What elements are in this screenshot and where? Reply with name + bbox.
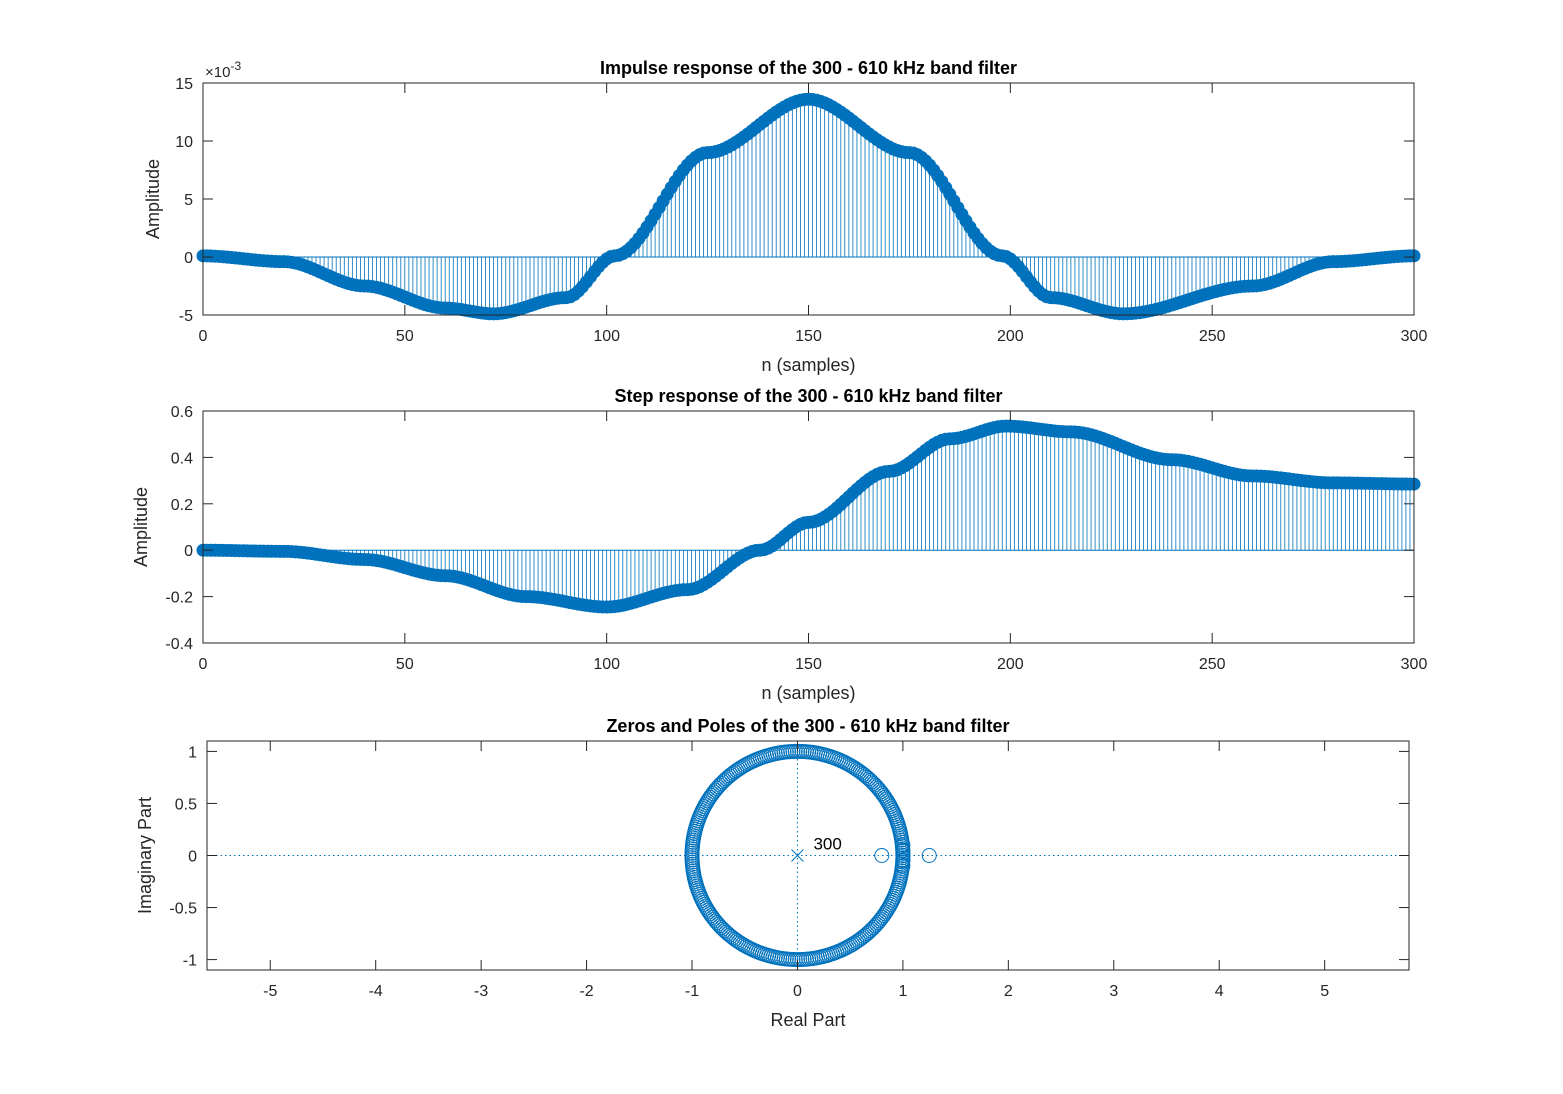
- zero-marker: [703, 787, 719, 803]
- y-tick-label: 10: [175, 134, 193, 151]
- x-tick-label: 1: [898, 983, 907, 1000]
- x-tick-label: 300: [1401, 328, 1428, 345]
- y-tick-label: 0.6: [171, 404, 193, 421]
- x-tick-label: -5: [263, 983, 277, 1000]
- zero-pole-ylabel: Imaginary Part: [135, 797, 155, 914]
- zero-marker: [874, 848, 890, 863]
- x-tick-label: 0: [199, 656, 208, 673]
- step-response-axes: 0 50 100 150 200 250 300 -0.4 -0.2 0 0.2 0.4 0.6 Ste…: [131, 386, 1427, 703]
- zero-marker: [895, 842, 911, 858]
- y-tick-label: 0: [188, 849, 197, 866]
- impulse-title: Impulse response of the 300 - 610 kHz ba…: [600, 58, 1017, 78]
- impulse-exponent: ×10-3: [205, 59, 241, 81]
- x-tick-label: -4: [369, 983, 383, 1000]
- x-tick-label: 3: [1109, 983, 1118, 1000]
- y-tick-label: 0.2: [171, 497, 193, 514]
- zero-marker: [852, 764, 868, 780]
- step-xlabel: n (samples): [761, 683, 855, 703]
- x-tick-label: 200: [997, 656, 1024, 673]
- x-tick-label: 0: [793, 983, 802, 1000]
- x-tick-label: 4: [1215, 983, 1224, 1000]
- y-tick-label: 0.4: [171, 450, 193, 467]
- zero-marker: [921, 848, 937, 863]
- zero-marker: [867, 777, 883, 793]
- step-stems: [196, 419, 1421, 614]
- zero-marker: [861, 924, 877, 940]
- impulse-stems: [196, 92, 1421, 321]
- zero-pole-title: Zeros and Poles of the 300 - 610 kHz ban…: [606, 716, 1009, 736]
- pole-marker: [791, 849, 804, 862]
- x-tick-label: 150: [795, 328, 822, 345]
- x-tick-label: -3: [474, 983, 488, 1000]
- zero-marker: [727, 931, 743, 947]
- impulse-ylabel: Amplitude: [143, 159, 163, 239]
- zero-marker: [716, 772, 732, 788]
- zero-marker: [895, 858, 911, 874]
- pole-multiplicity-label: 300: [813, 835, 841, 854]
- zero-marker: [869, 779, 885, 795]
- zero-marker: [718, 771, 734, 787]
- x-tick-label: 100: [593, 656, 620, 673]
- impulse-exponent-base: ×10: [205, 64, 230, 81]
- x-tick-label: 250: [1199, 328, 1226, 345]
- x-tick-label: 0: [199, 328, 208, 345]
- zero-marker: [712, 918, 728, 934]
- x-tick-label: -2: [579, 983, 593, 1000]
- y-tick-label: -0.5: [169, 901, 197, 918]
- x-tick-label: 250: [1199, 656, 1226, 673]
- y-tick-label: -1: [183, 953, 197, 970]
- x-tick-label: 50: [396, 328, 414, 345]
- x-tick-label: -1: [685, 983, 699, 1000]
- zero-marker: [895, 853, 911, 869]
- x-tick-label: 300: [1401, 656, 1428, 673]
- zero-marker: [895, 837, 911, 853]
- impulse-response-axes: 0 50 100 150 200 250 300 -5 0 5 10 15 Impulse respo…: [143, 58, 1427, 375]
- x-tick-label: 150: [795, 656, 822, 673]
- zero-marker: [710, 916, 726, 932]
- impulse-xlabel: n (samples): [761, 355, 855, 375]
- zero-marker: [876, 908, 892, 924]
- step-title: Step response of the 300 - 610 kHz band …: [614, 386, 1002, 406]
- y-tick-label: 5: [184, 192, 193, 209]
- y-tick-label: 1: [188, 744, 197, 761]
- y-tick-label: 0: [184, 250, 193, 267]
- x-tick-label: 2: [1004, 983, 1013, 1000]
- y-tick-label: 0: [184, 543, 193, 560]
- x-tick-label: 200: [997, 328, 1024, 345]
- y-tick-label: 15: [175, 76, 193, 93]
- zero-marker: [862, 923, 878, 939]
- y-tick-label: 0.5: [175, 796, 197, 813]
- y-tick-label: -0.2: [165, 590, 193, 607]
- y-tick-label: -0.4: [165, 636, 193, 653]
- zero-pole-markers: [207, 741, 1409, 970]
- step-ylabel: Amplitude: [131, 487, 151, 567]
- y-tick-label: -5: [179, 308, 193, 325]
- zero-pole-xlabel: Real Part: [770, 1010, 845, 1030]
- zero-marker: [895, 848, 911, 863]
- x-tick-label: 50: [396, 656, 414, 673]
- impulse-exponent-power: -3: [230, 59, 241, 73]
- zero-pole-axes: -5 -4 -3 -2 -1 0 1 2 3 4 5 -1 -0.5 0 0.5 1 Zeros and Po…: [135, 716, 1410, 1030]
- x-tick-label: 5: [1320, 983, 1329, 1000]
- x-tick-label: 100: [593, 328, 620, 345]
